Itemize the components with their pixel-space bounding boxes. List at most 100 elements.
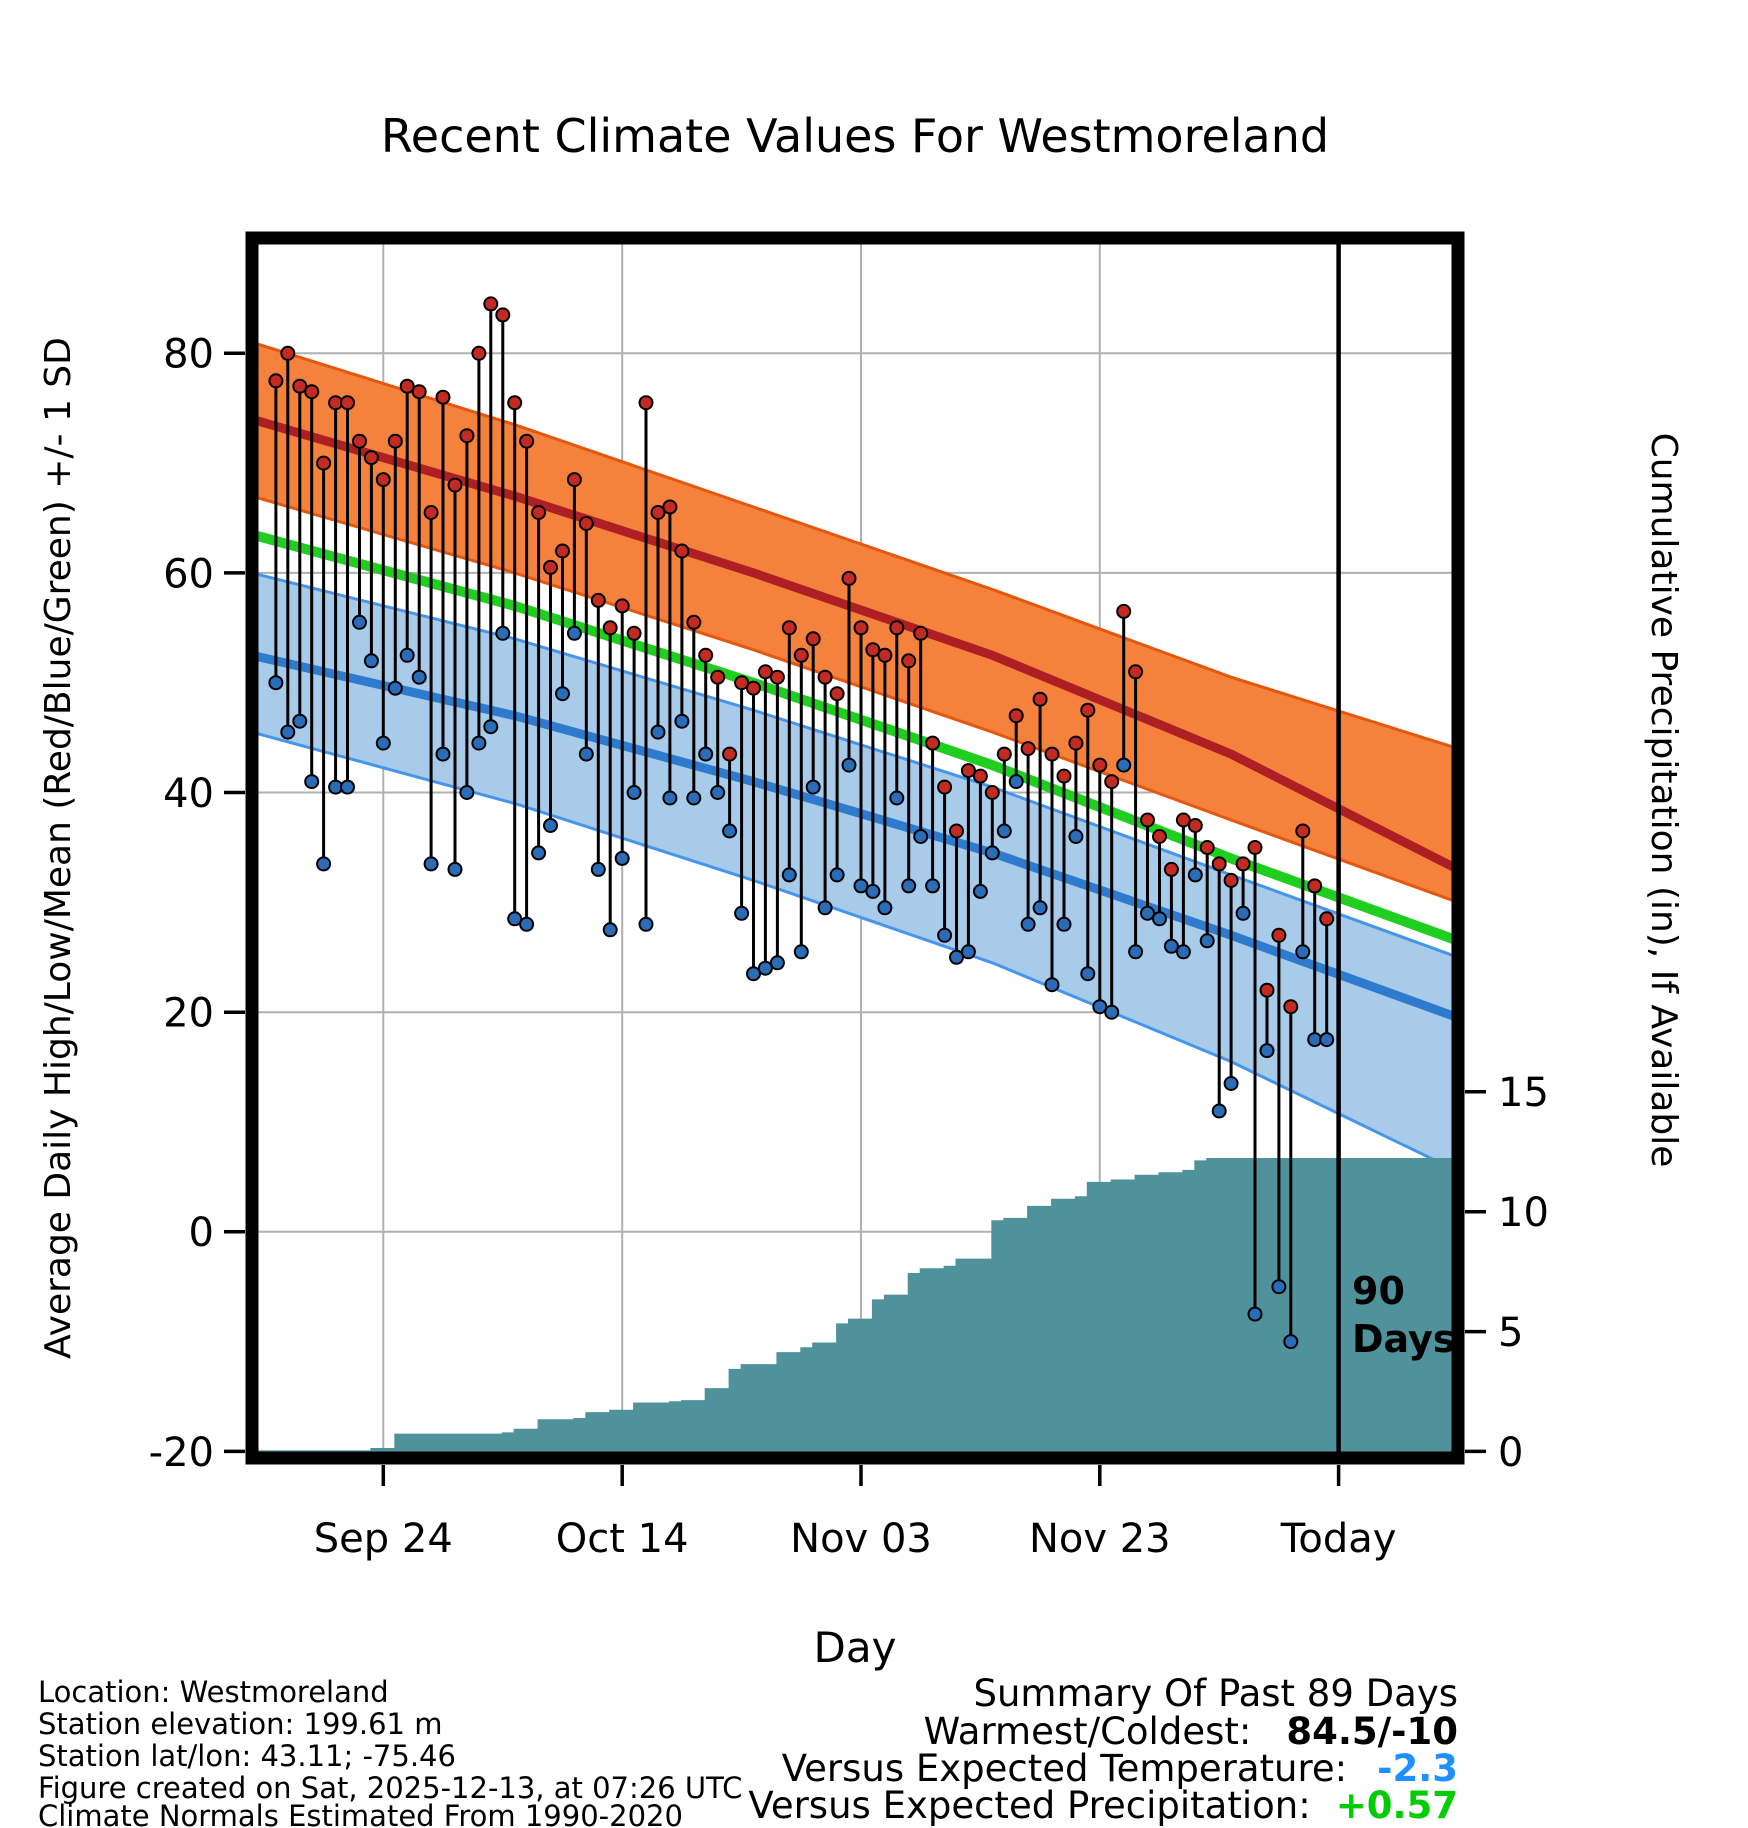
daily-low-dot: [578, 746, 594, 762]
right-tick-label: 10: [1498, 1190, 1549, 1236]
daily-low-dot: [1092, 999, 1108, 1015]
daily-high-dot: [1128, 664, 1144, 680]
daily-low-dot: [1044, 977, 1060, 993]
daily-low-dot: [960, 944, 976, 960]
summary-vs-precipitation: Versus Expected Precipitation: +0.57: [748, 1784, 1458, 1827]
right-tick-label: 0: [1498, 1430, 1523, 1476]
daily-low-dot: [459, 785, 475, 800]
daily-high-dot: [1283, 999, 1299, 1015]
daily-low-dot: [1128, 944, 1144, 960]
daily-high-dot: [1175, 812, 1191, 828]
daily-low-dot: [662, 790, 678, 806]
daily-low-dot: [292, 713, 308, 729]
daily-high-dot: [710, 669, 726, 685]
daily-high-dot: [1116, 603, 1132, 619]
daily-high-dot: [889, 620, 905, 636]
x-axis-label: Day: [814, 1623, 897, 1672]
daily-high-dot: [1271, 927, 1287, 943]
daily-low-dot: [769, 955, 785, 971]
daily-high-dot: [650, 505, 666, 520]
daily-low-dot: [1080, 966, 1096, 982]
daily-low-dot: [411, 669, 427, 685]
footer-latlon: Station lat/lon: 43.11; -75.46: [38, 1739, 456, 1773]
daily-low-dot: [698, 746, 714, 762]
daily-low-dot: [447, 861, 463, 877]
daily-low-dot: [1211, 1103, 1227, 1119]
y-tick-label: 60: [163, 551, 214, 597]
daily-low-dot: [829, 867, 845, 883]
daily-high-dot: [340, 395, 355, 411]
daily-low-dot: [913, 829, 929, 844]
daily-high-dot: [1092, 757, 1108, 773]
daily-low-dot: [1020, 916, 1036, 932]
daily-low-dot: [1283, 1334, 1299, 1350]
daily-low-dot: [340, 779, 355, 795]
daily-high-dot: [411, 384, 427, 400]
daily-high-dot: [352, 433, 367, 449]
footer-normals: Climate Normals Estimated From 1990-2020: [38, 1799, 683, 1828]
daily-low-dot: [1187, 867, 1203, 883]
daily-high-dot: [292, 378, 308, 394]
daily-low-dot: [304, 774, 320, 790]
daily-low-dot: [1295, 944, 1311, 960]
daily-low-dot: [1032, 900, 1048, 916]
daily-low-dot: [1259, 1043, 1275, 1059]
daily-low-dot: [555, 686, 570, 702]
daily-high-dot: [972, 768, 988, 784]
daily-high-dot: [578, 516, 594, 531]
daily-high-dot: [1247, 840, 1263, 855]
daily-low-dot: [399, 647, 415, 663]
daily-low-dot: [1319, 1032, 1335, 1048]
daily-high-dot: [280, 345, 296, 361]
right-tick-label: 15: [1498, 1070, 1549, 1116]
summary-warmest-coldest: Warmest/Coldest: 84.5/-10: [924, 1710, 1458, 1753]
daily-high-dot: [1163, 861, 1179, 877]
y-tick-label: 0: [189, 1210, 214, 1256]
footer-elevation: Station elevation: 199.61 m: [38, 1707, 442, 1741]
daily-high-dot: [483, 296, 499, 312]
daily-high-dot: [686, 614, 702, 630]
cumulative-precip-area: [252, 1158, 1459, 1453]
daily-high-dot: [447, 477, 463, 493]
daily-low-dot: [519, 916, 535, 932]
daily-high-dot: [769, 669, 785, 685]
daily-high-dot: [841, 570, 857, 586]
daily-high-dot: [304, 384, 320, 400]
daily-high-dot: [590, 592, 606, 608]
daily-high-dot: [555, 543, 570, 559]
daily-low-dot: [925, 878, 941, 894]
daily-high-dot: [996, 746, 1012, 762]
daily-high-dot: [901, 653, 917, 669]
daily-high-dot: [1056, 768, 1072, 784]
daily-high-dot: [1295, 823, 1311, 839]
vs-temperature-label: Versus Expected Temperature:: [782, 1747, 1347, 1790]
daily-high-dot: [495, 307, 511, 323]
daily-low-dot: [543, 818, 558, 833]
daily-low-dot: [375, 735, 391, 751]
daily-high-dot: [459, 428, 475, 444]
daily-low-dot: [817, 900, 833, 916]
daily-high-dot: [937, 779, 953, 795]
y-tick-label: 20: [163, 991, 214, 1037]
daily-high-dot: [543, 559, 558, 575]
daily-low-dot: [495, 625, 511, 641]
daily-high-dot: [387, 433, 403, 449]
daily-high-dot: [1152, 829, 1167, 844]
daily-high-dot: [662, 499, 678, 515]
daily-low-dot: [1056, 916, 1072, 932]
daily-low-dot: [901, 878, 917, 894]
daily-high-dot: [614, 598, 630, 614]
right-tick-label: 5: [1498, 1310, 1523, 1356]
high-temp-sd-band: [252, 342, 1458, 903]
daily-high-dot: [829, 686, 845, 702]
ninety-days-label-line2: Days: [1352, 1317, 1455, 1361]
daily-low-dot: [841, 757, 857, 773]
daily-low-dot: [650, 724, 666, 740]
vs-temperature-value: -2.3: [1377, 1747, 1458, 1790]
daily-low-dot: [638, 916, 654, 932]
daily-low-dot: [531, 845, 547, 861]
daily-low-dot: [734, 905, 750, 921]
normal-high-line: [250, 414, 1461, 874]
daily-low-dot: [1104, 1004, 1120, 1020]
